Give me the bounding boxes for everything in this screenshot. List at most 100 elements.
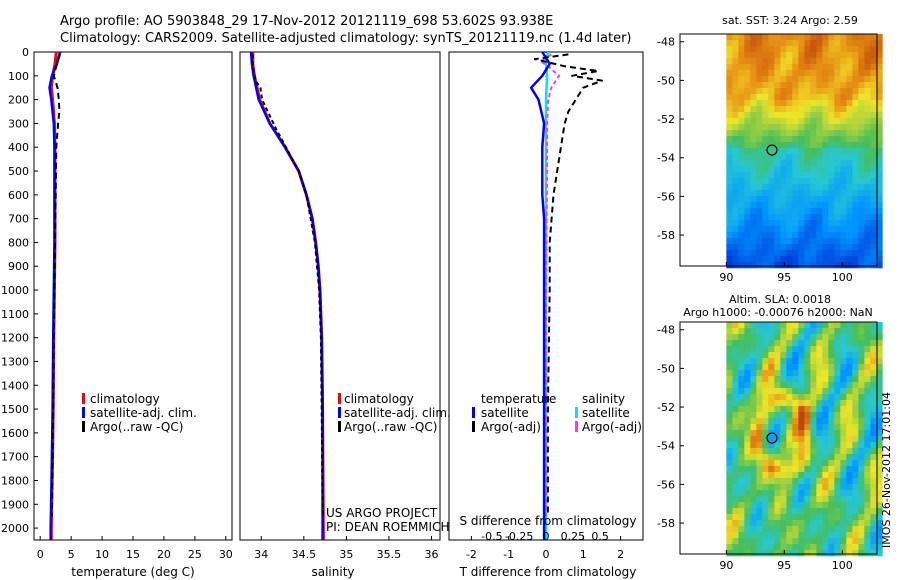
sla-map-cell [768,406,775,413]
sla-map-cell [846,400,853,407]
sst-map-cell [756,70,763,77]
sst-map-cell [846,112,853,119]
difference-legend: temperature salinity satellite Argo(-adj… [472,392,642,434]
sst-map-cell [786,76,793,83]
sst-map-cell [864,124,871,131]
sst-map-cell [858,214,865,221]
sst-map-cell [792,244,799,251]
sst-map-cell [816,94,823,101]
sla-map-cell [810,484,817,491]
sla-map-cell [762,388,769,395]
sst-map-cell [774,220,781,227]
sst-map-cell [792,190,799,197]
sla-map-cell [876,508,883,515]
sla-map-cell [726,472,733,479]
sst-map-cell [816,154,823,161]
sst-map-cell [792,112,799,119]
temperature-legend: climatology satellite-adj. clim. Argo(..… [82,392,197,434]
sla-map-cell [840,550,847,557]
sla-map-cell [852,346,859,353]
sla-map-cell [810,472,817,479]
sla-map-cell [834,454,841,461]
salinity-argo-line [251,54,324,517]
sla-map-cell [780,514,787,521]
sst-map-cell [786,214,793,221]
sst-map-cell [792,232,799,239]
sst-map-cell [774,130,781,137]
legend-label-satellite: satellite-adj. clim. [90,406,197,420]
sla-map-cell [876,340,883,347]
sla-map-cell [864,412,871,419]
sla-map-cell [768,538,775,545]
sla-map-cell [762,418,769,425]
sst-map-cell [822,52,829,59]
sst-map-cell [834,88,841,95]
sla-map-cell [870,340,877,347]
sla-map-cell [846,346,853,353]
sla-map-cell [816,550,823,557]
sla-map-cell [780,388,787,395]
sst-map-cell [846,130,853,137]
sst-map-cell [864,130,871,137]
sla-map-cell [798,376,805,383]
sla-map-cell [846,526,853,533]
sst-map-cell [762,256,769,263]
sst-map-cell [726,262,733,269]
sst-map-cell [810,130,817,137]
sla-map-cell [828,412,835,419]
sst-map-cell [876,184,883,191]
sla-map-cell [750,388,757,395]
sla-map-cell [840,388,847,395]
sst-map-cell [834,46,841,53]
sla-map-cell [816,496,823,503]
sst-map-cell [780,178,787,185]
sla-map-cell [798,340,805,347]
sst-map-cell [792,46,799,53]
sst-map-cell [858,46,865,53]
sst-map-cell [870,70,877,77]
sla-map-cell [810,394,817,401]
sla-map-cell [774,388,781,395]
sst-map-cell [780,100,787,107]
sla-map-cell [828,364,835,371]
sla-map-cell [786,412,793,419]
sla-map-cell [762,430,769,437]
sst-map-cell [744,184,751,191]
sla-map-cell [780,520,787,527]
sla-map-cell [852,514,859,521]
sst-map-cell [780,136,787,143]
sla-map-cell [738,514,745,521]
sla-map-cell [846,466,853,473]
sla-map-cell [822,508,829,515]
sla-map-cell [726,484,733,491]
sla-map-cell [750,454,757,461]
sst-map-cell [876,262,883,269]
sla-map-cell [852,406,859,413]
sla-map-cell [792,538,799,545]
sla-map-cell [738,328,745,335]
sla-map-cell [840,442,847,449]
legend-swatch-climatology [82,393,85,404]
sla-map-cell [846,364,853,371]
sla-map-cell [804,400,811,407]
sla-map-cell [834,466,841,473]
sla-map-cell [792,478,799,485]
sla-map-cell [786,424,793,431]
sla-map-cell [744,430,751,437]
sst-map-cell [744,130,751,137]
sla-map-cell [870,418,877,425]
sla-map-cell [774,454,781,461]
sst-map-cell [750,34,757,41]
sst-map-cell [804,172,811,179]
sla-map-cell [816,346,823,353]
sst-map-cell [804,142,811,149]
depth-tick-label: 400 [8,141,29,154]
sst-map-cell [732,262,739,269]
sla-map-cell [756,334,763,341]
sla-map-cell [792,544,799,551]
sst-map-cell [828,226,835,233]
sst-map-cell [732,88,739,95]
sst-map-cell [852,88,859,95]
sla-map-cell [792,382,799,389]
sst-map-cell [870,214,877,221]
